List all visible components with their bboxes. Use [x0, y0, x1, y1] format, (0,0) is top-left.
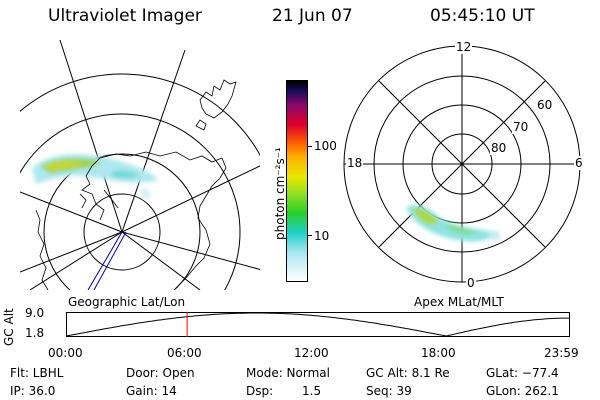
- altitude-plot: [66, 312, 570, 337]
- altitude-ytick-9: 9.0: [25, 306, 45, 320]
- time-tick-0000: 00:00: [48, 346, 83, 360]
- time-label: 05:45:10 UT: [430, 6, 535, 26]
- mlt-label-6: 6: [574, 156, 584, 170]
- mlt-label-18: 18: [346, 156, 364, 170]
- mag-grid: [343, 45, 581, 283]
- door-status: Door: Open: [126, 366, 195, 380]
- geo-coastline: [35, 79, 237, 290]
- lat-label-80: 80: [490, 141, 508, 155]
- glon-status: GLon: 262.1: [486, 384, 559, 398]
- satellite-track: [87, 231, 123, 290]
- color-bar: [286, 80, 308, 282]
- altitude-ylabel: GC Alt: [2, 308, 16, 346]
- geo-panel-label: Geographic Lat/Lon: [68, 295, 186, 309]
- altitude-plot-frame: [66, 312, 570, 337]
- magnetic-polar-plot: [343, 45, 581, 283]
- altitude-ytick-1.8: 1.8: [25, 326, 45, 340]
- mag-panel-label: Apex MLat/MLT: [414, 295, 504, 309]
- ip-status: IP: 36.0: [10, 384, 56, 398]
- flt-status: Flt: LBHL: [10, 366, 64, 380]
- lat-label-60: 60: [536, 98, 554, 112]
- geo-aurora: [32, 154, 158, 199]
- time-tick-0600: 06:00: [167, 346, 202, 360]
- dsp-label: Dsp:: [246, 384, 274, 398]
- dsp-value: 1.5: [302, 384, 322, 398]
- colorbar-tick-10: 10: [314, 229, 330, 243]
- time-tick-2359: 23:59: [544, 346, 579, 360]
- lat-label-70: 70: [512, 120, 530, 134]
- gain-status: Gain: 14: [126, 384, 177, 398]
- mlt-label-0: 0: [466, 276, 476, 290]
- seq-status: Seq: 39: [366, 384, 412, 398]
- mlt-label-12: 12: [455, 40, 473, 54]
- altitude-curve: [66, 312, 570, 337]
- time-tick-1800: 18:00: [421, 346, 456, 360]
- date-label: 21 Jun 07: [272, 6, 353, 26]
- gc-alt-status: GC Alt: 8.1 Re: [366, 366, 450, 380]
- colorbar-tick-100: 100: [314, 139, 337, 153]
- glat-status: GLat: −77.4: [486, 366, 559, 380]
- mag-aurora: [406, 204, 501, 242]
- colorbar-unit-label: photon cm⁻²s⁻¹: [273, 147, 287, 240]
- mode-status: Mode: Normal: [246, 366, 330, 380]
- instrument-title: Ultraviolet Imager: [48, 6, 202, 26]
- geographic-map: [20, 40, 260, 290]
- geo-grid: [20, 40, 260, 290]
- time-tick-1200: 12:00: [294, 346, 329, 360]
